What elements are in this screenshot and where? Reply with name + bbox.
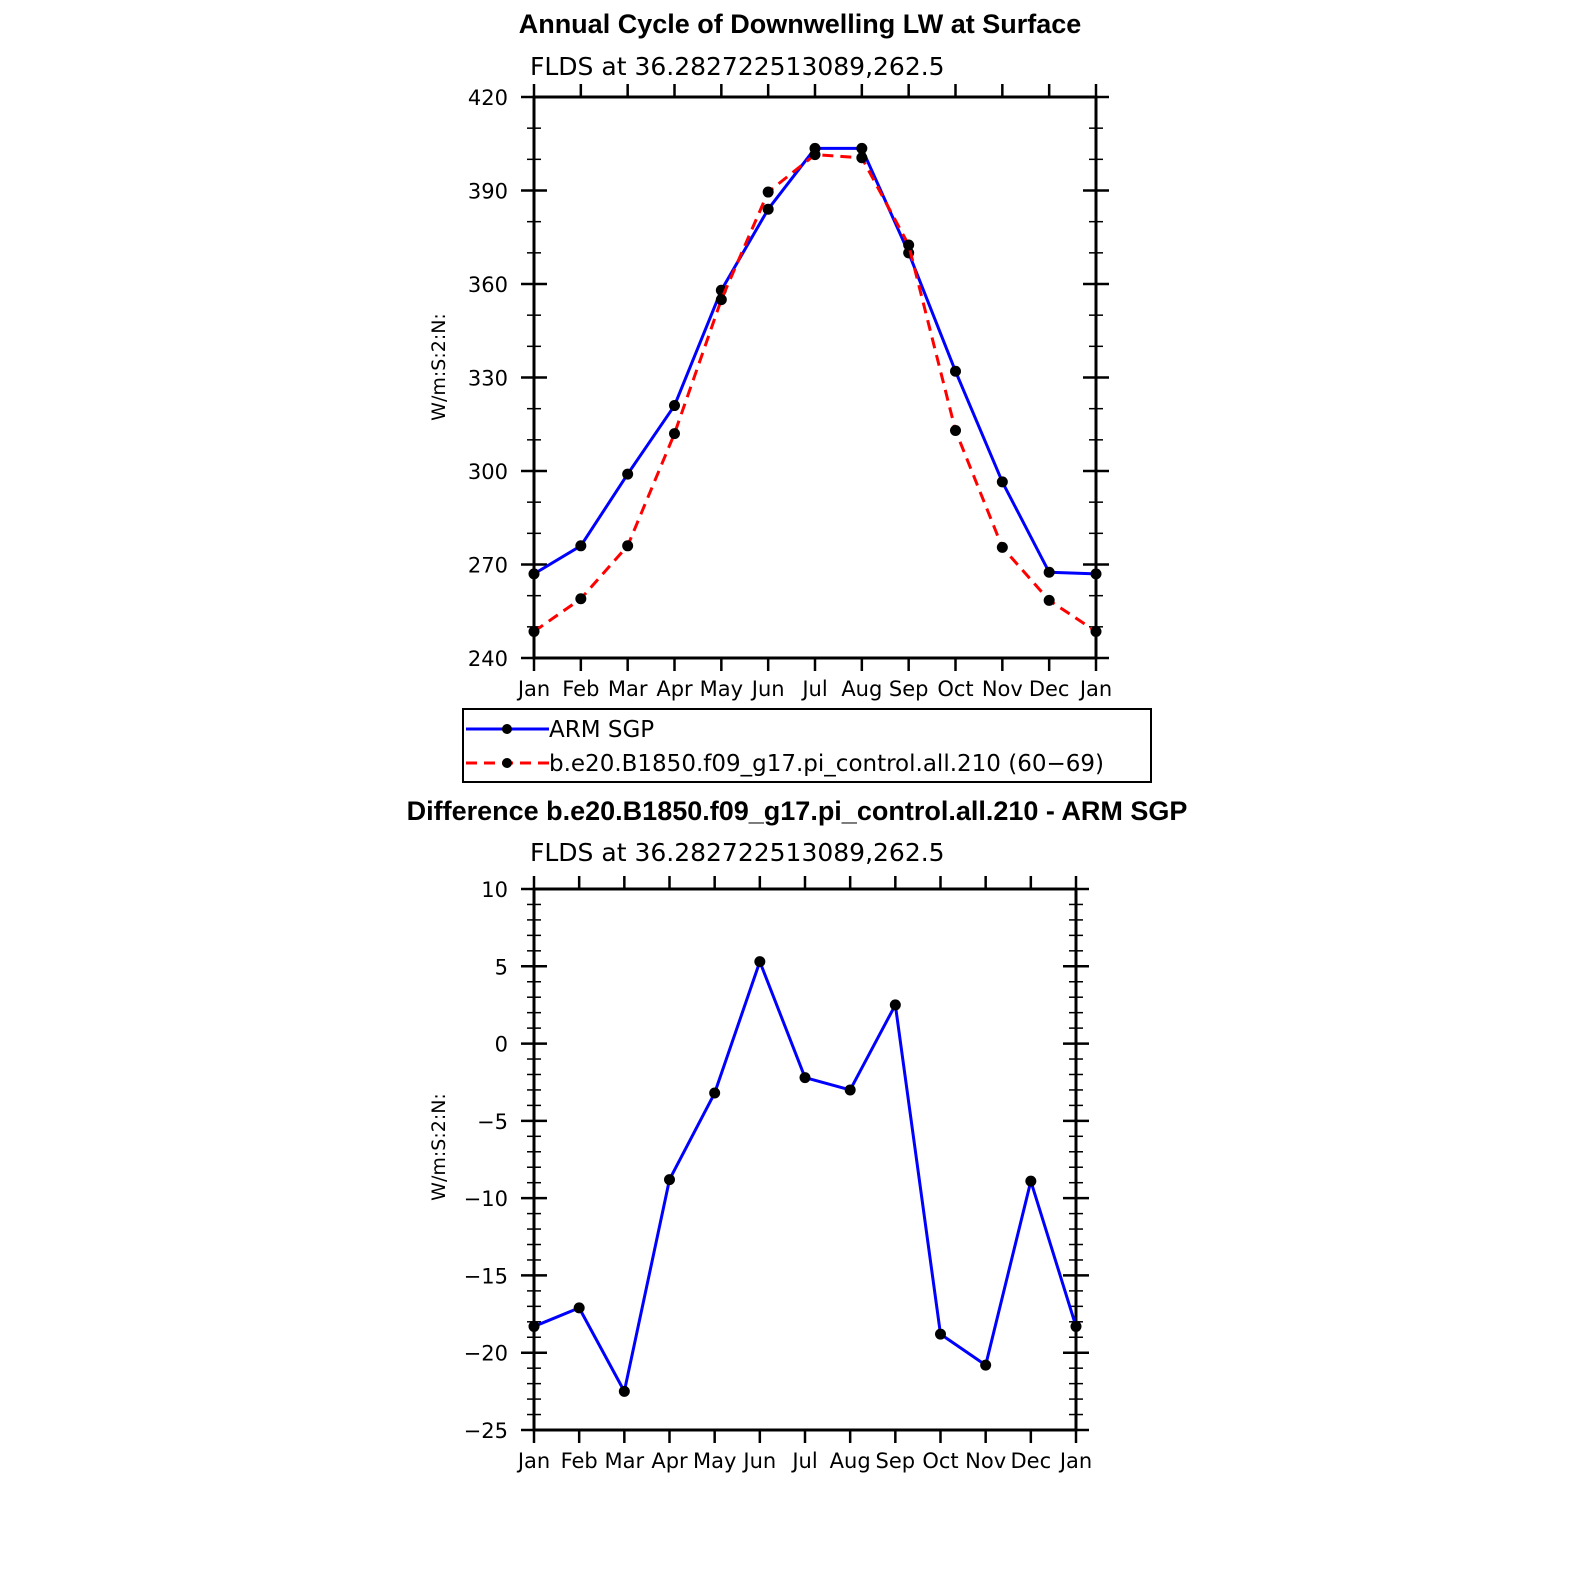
plot-frame <box>532 887 1078 1432</box>
series-0-point <box>950 365 961 377</box>
y-tick-label: 420 <box>468 86 508 110</box>
chart1-ylabel: W/m:S:2:N: <box>428 313 450 421</box>
series-1-point <box>528 626 540 638</box>
y-tick-label: 5 <box>495 955 508 979</box>
x-tick-label: Jun <box>741 1449 776 1473</box>
chart2-title: Difference b.e20.B1850.f09_g17.pi_contro… <box>407 796 1188 826</box>
x-tick-label: Nov <box>982 677 1023 701</box>
x-tick-label: Jul <box>800 677 827 701</box>
x-tick-label: Mar <box>608 677 648 701</box>
y-tick-label: −10 <box>464 1187 508 1211</box>
series-1-point <box>669 428 680 440</box>
series-0-point <box>856 142 868 154</box>
legend-box <box>462 708 1152 783</box>
y-tick-label: −25 <box>464 1419 508 1443</box>
y-tick-label: 0 <box>495 1033 508 1057</box>
legend-marker-arm-sgp <box>502 724 512 734</box>
chart2-plot: Jan Feb Mar Apr May Jun Jul Aug Sep Oct Nov Dec Jan−… <box>464 876 1092 1473</box>
series-1-point <box>1043 594 1055 606</box>
x-tick-label: Jan <box>516 1449 550 1473</box>
series-1-point <box>762 186 774 198</box>
chart1-plot: Jan Feb Mar Apr May Jun Jul Aug Sep Oct Nov Dec Jan 2… <box>468 84 1112 701</box>
chart1-title: Annual Cycle of Downwelling LW at Surfac… <box>519 9 1082 39</box>
series-0-point <box>1070 1320 1082 1332</box>
series-0-point <box>1043 566 1055 578</box>
chart2-ylabel: W/m:S:2:N: <box>428 1093 450 1201</box>
series-0-point <box>664 1174 675 1186</box>
x-tick-label: Jul <box>790 1449 817 1473</box>
x-tick-label: Apr <box>656 677 693 701</box>
series-1-point <box>996 541 1008 553</box>
plot-frame <box>532 95 1098 660</box>
series-0-point <box>762 203 774 215</box>
series-0-point <box>528 1320 540 1332</box>
series-line-1 <box>533 153 1097 633</box>
x-tick-label: Nov <box>965 1449 1006 1473</box>
x-tick-label: Dec <box>1029 677 1070 701</box>
series-0-point <box>1025 1175 1037 1187</box>
series-0-point <box>754 956 766 968</box>
series-1-point <box>575 593 587 605</box>
y-tick-label: −15 <box>464 1264 508 1288</box>
x-tick-label: Dec <box>1011 1449 1052 1473</box>
series-1-point <box>856 152 868 164</box>
series-0-point <box>622 468 634 480</box>
y-tick-label: 390 <box>468 180 508 204</box>
x-tick-label: Jan <box>1078 677 1112 701</box>
series-line-0 <box>533 960 1078 1393</box>
x-tick-label: Jan <box>1058 1449 1092 1473</box>
y-tick-label: 330 <box>468 367 508 391</box>
series-0-point <box>618 1385 630 1397</box>
chart2-subtitle: FLDS at 36.282722513089,262.5 <box>530 838 945 867</box>
x-tick-label: Jun <box>750 677 785 701</box>
series-line-0 <box>533 146 1097 576</box>
series-0-point <box>573 1302 585 1314</box>
chart1-subtitle: FLDS at 36.282722513089,262.5 <box>530 52 945 81</box>
legend-marker-model <box>502 758 512 768</box>
y-tick-label: −20 <box>464 1342 508 1366</box>
series-0-point <box>844 1084 856 1096</box>
y-tick-label: 300 <box>468 460 508 484</box>
x-tick-label: Oct <box>922 1449 958 1473</box>
x-tick-label: Aug <box>841 677 882 701</box>
series-0-point <box>709 1087 721 1099</box>
x-tick-label: Apr <box>651 1449 688 1473</box>
x-tick-label: Feb <box>562 677 599 701</box>
x-tick-label: Feb <box>561 1449 598 1473</box>
series-0-point <box>575 540 587 552</box>
legend-label-arm-sgp: ARM SGP <box>549 717 654 743</box>
x-tick-label: Jan <box>516 677 550 701</box>
x-tick-label: Oct <box>937 677 973 701</box>
series-1-point <box>903 239 915 251</box>
x-tick-label: Mar <box>605 1449 645 1473</box>
y-tick-label: −5 <box>477 1110 508 1134</box>
series-0-point <box>1090 568 1102 580</box>
series-0-point <box>669 400 680 412</box>
legend-label-model: b.e20.B1850.f09_g17.pi_control.all.210 (… <box>549 751 1104 777</box>
y-tick-label: 270 <box>468 554 508 578</box>
y-tick-label: 10 <box>481 878 508 902</box>
series-0-point <box>799 1072 811 1084</box>
series-1-point <box>622 540 634 552</box>
x-tick-label: Sep <box>876 1449 916 1473</box>
series-1-point <box>950 424 961 436</box>
series-0-point <box>980 1359 992 1371</box>
chart1-legend: ARM SGP b.e20.B1850.f09_g17.pi_control.a… <box>462 708 1152 783</box>
series-1-point <box>809 149 821 161</box>
x-tick-label: May <box>693 1449 736 1473</box>
x-tick-label: Aug <box>830 1449 871 1473</box>
x-tick-label: Sep <box>889 677 929 701</box>
series-0-point <box>528 568 540 580</box>
series-0-point <box>996 476 1008 488</box>
y-tick-label: 240 <box>468 647 508 671</box>
x-tick-label: May <box>700 677 743 701</box>
series-0-point <box>889 999 901 1011</box>
series-0-point <box>935 1328 946 1340</box>
series-1-point <box>715 294 727 306</box>
y-tick-label: 360 <box>468 273 508 297</box>
series-1-point <box>1090 626 1102 638</box>
